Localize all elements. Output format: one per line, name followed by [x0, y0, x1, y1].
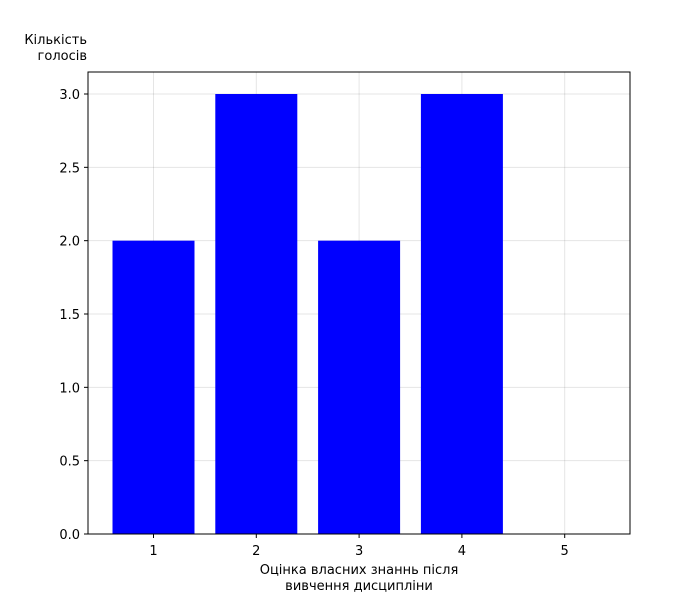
x-tick-label: 5 [561, 544, 569, 559]
x-axis-label-line1: Оцінка власних знаннь після [260, 563, 459, 578]
y-tick-label: 2.5 [59, 161, 80, 176]
bar-2 [215, 94, 298, 534]
x-axis-ticks: 1 2 3 4 5 [149, 534, 569, 559]
y-tick-label: 1.0 [59, 381, 80, 396]
x-tick-label: 2 [252, 544, 260, 559]
x-tick-label: 4 [458, 544, 466, 559]
y-tick-label: 0.0 [59, 528, 80, 543]
y-tick-label: 3.0 [59, 88, 80, 103]
y-tick-label: 0.5 [59, 455, 80, 470]
y-tick-label: 1.5 [59, 308, 80, 323]
bar-4 [420, 94, 503, 534]
x-tick-label: 3 [355, 544, 363, 559]
y-axis-label-line1: Кількість [24, 33, 87, 48]
y-axis-label-line2: голосів [38, 49, 87, 64]
y-axis-ticks: 0.0 0.5 1.0 1.5 2.0 2.5 3.0 [59, 88, 88, 543]
bars [112, 94, 503, 534]
x-axis-label-line2: вивчення дисципліни [285, 579, 433, 594]
x-tick-label: 1 [149, 544, 157, 559]
y-tick-label: 2.0 [59, 235, 80, 250]
bar-1 [112, 240, 195, 534]
bar-3 [318, 240, 401, 534]
